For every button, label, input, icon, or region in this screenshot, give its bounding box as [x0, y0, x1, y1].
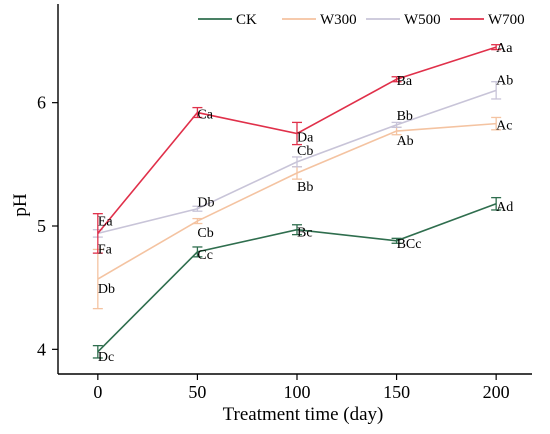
point-labels: Dc Cc Bc BCc Ad Db Cb Bb Ab Ac Fa Db Cb Bb Ab Ea Ca Da Ba A… [98, 41, 513, 365]
point-label: Fa [98, 242, 113, 257]
point-label: Cb [197, 226, 213, 241]
point-label: Cc [197, 248, 213, 263]
point-label: Ea [98, 214, 114, 229]
x-tick-label: 0 [93, 382, 102, 402]
x-tick-label: 50 [188, 382, 206, 402]
legend-item-w700: W700 [450, 12, 525, 28]
legend: CK W300 W500 W700 [198, 12, 525, 28]
point-label: Ad [496, 200, 513, 215]
point-label: Cb [297, 144, 313, 159]
axes: 0 50 100 150 200 4 5 6 [37, 4, 532, 402]
error-bar [291, 156, 302, 168]
y-tick-label: 4 [37, 339, 46, 359]
point-label: Ca [197, 108, 213, 123]
point-label: Bb [397, 109, 413, 124]
x-tick-label: 200 [483, 382, 510, 402]
point-label: Da [297, 131, 314, 146]
error-bar [391, 121, 402, 128]
x-axis-title: Treatment time (day) [223, 404, 384, 425]
point-label: Db [197, 196, 214, 211]
legend-label: W700 [488, 12, 525, 28]
error-bar [92, 344, 103, 359]
point-label: Ac [496, 119, 512, 134]
series-lines [92, 44, 502, 359]
x-tick-label: 100 [283, 382, 310, 402]
error-bar [92, 213, 103, 254]
error-bar [391, 76, 402, 83]
point-label: BCc [397, 237, 422, 252]
error-bar [192, 217, 203, 225]
error-bar [491, 81, 502, 100]
y-axis-title: pH [10, 193, 31, 217]
error-bar [491, 44, 502, 51]
error-bar [291, 121, 302, 146]
x-tick-label: 150 [383, 382, 410, 402]
point-label: Ab [397, 134, 414, 149]
error-bar [192, 106, 203, 119]
legend-label: CK [236, 12, 257, 28]
point-label: Bc [297, 226, 313, 241]
legend-item-ck: CK [198, 12, 257, 28]
error-bar [192, 246, 203, 258]
error-bar [92, 248, 103, 310]
point-label: Bb [297, 180, 313, 195]
error-bar [491, 196, 502, 211]
legend-label: W500 [404, 12, 441, 28]
legend-item-w300: W300 [282, 12, 357, 28]
point-label: Db [98, 282, 115, 297]
error-bar [391, 237, 402, 244]
point-label: Dc [98, 350, 114, 365]
y-tick-label: 5 [37, 216, 46, 236]
legend-item-w500: W500 [366, 12, 441, 28]
point-label: Ab [496, 73, 513, 88]
error-bar [491, 116, 502, 131]
error-bar [291, 224, 302, 236]
legend-label: W300 [320, 12, 357, 28]
y-tick-label: 6 [37, 93, 46, 113]
error-bar [291, 166, 302, 180]
point-label: Aa [496, 41, 513, 56]
point-label: Ba [397, 74, 413, 89]
error-bar [192, 205, 203, 212]
